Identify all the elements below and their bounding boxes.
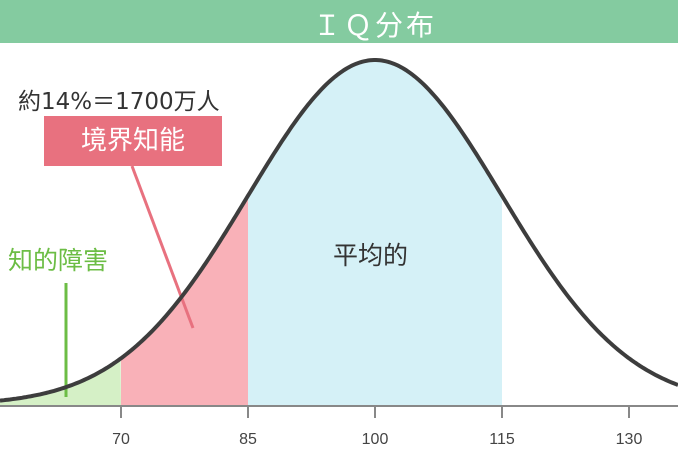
x-tick-label: 100 — [362, 431, 389, 448]
borderline-label: 境界知能 — [44, 116, 222, 166]
x-tick-label: 70 — [112, 431, 130, 448]
x-tick-label: 115 — [489, 431, 515, 448]
normal-curve — [0, 58, 678, 403]
borderline-pointer — [130, 165, 195, 329]
x-tick-label: 85 — [239, 431, 257, 448]
disability-region — [0, 358, 121, 406]
x-tick-label: 130 — [616, 431, 643, 448]
borderline-stat: 約14%＝1700万人 — [18, 89, 220, 115]
chart-title: ＩＱ分布 — [312, 9, 437, 42]
disability-label: 知的障害 — [8, 246, 109, 275]
average-label: 平均的 — [333, 241, 409, 270]
title-banner: ＩＱ分布 — [0, 0, 678, 43]
average-region — [248, 60, 502, 406]
